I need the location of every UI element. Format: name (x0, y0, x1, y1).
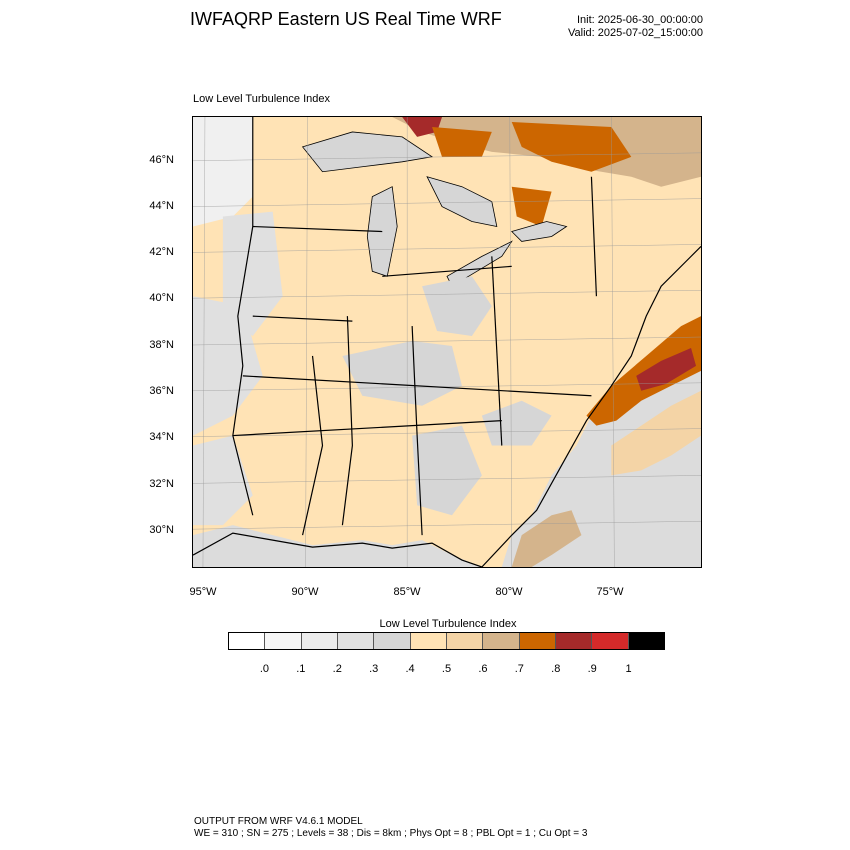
colorbar-tick-label: 1 (625, 663, 632, 675)
colorbar-tick-label: .9 (587, 663, 597, 675)
model-info: OUTPUT FROM WRF V4.6.1 MODEL WE = 310 ; … (194, 816, 587, 840)
lon-label: 80°W (495, 586, 523, 598)
lat-label: 34°N (149, 431, 174, 443)
plot-title: IWFAQRP Eastern US Real Time WRF (190, 9, 502, 29)
turbulence-band-peak (636, 347, 697, 391)
canada-high-area-2 (511, 121, 632, 172)
lat-label: 30°N (149, 524, 174, 536)
colorbar-tick-label: .5 (441, 663, 452, 675)
colorbar-tick-label: .1 (296, 663, 306, 675)
northwest-low-area (193, 117, 253, 227)
colorbar-tick-label: .2 (332, 663, 342, 675)
colorbar-swatch (483, 633, 520, 649)
lat-label: 32°N (149, 478, 174, 490)
graticule (193, 117, 701, 567)
model-config: WE = 310 ; SN = 275 ; Levels = 38 ; Dis … (194, 828, 588, 839)
ohio-low-area (422, 276, 492, 337)
canada-peak-area (402, 117, 443, 137)
colorbar-tick-label: .8 (551, 663, 561, 675)
colorbar-tick-label: .3 (369, 663, 379, 675)
colorbar-swatch (555, 633, 593, 649)
lon-label: 85°W (393, 586, 421, 598)
run-time-info: Init: 2025-06-30_00:00:00 Valid: 2025-07… (540, 14, 703, 40)
map-panel (192, 116, 702, 568)
lat-label: 44°N (149, 200, 174, 212)
colorbar-swatch (374, 633, 411, 649)
lake-huron (426, 176, 498, 228)
iowa-low-area (222, 211, 283, 337)
lat-label: 46°N (149, 154, 174, 166)
alabama-georgia-low-area (412, 425, 482, 516)
colorbar-tick-label: .7 (514, 663, 524, 675)
atlantic-ocean (501, 355, 701, 567)
lat-label: 40°N (149, 292, 174, 304)
lon-label: 75°W (596, 586, 624, 598)
turbulence-band-high (586, 316, 701, 426)
lake-superior (301, 131, 434, 173)
kentucky-low-area (342, 341, 462, 406)
colorbar-swatch (301, 633, 338, 649)
field-label: Low Level Turbulence Index (193, 93, 330, 105)
turbulence-map (193, 117, 701, 567)
colorbar-swatch (628, 633, 664, 649)
colorbar-tick-label: .4 (405, 663, 415, 675)
missouri-low-area (193, 296, 263, 436)
colorbar-swatch (337, 633, 375, 649)
gulf-of-mexico (193, 525, 482, 567)
lon-label: 90°W (291, 586, 319, 598)
lon-label: 95°W (189, 586, 217, 598)
colorbar-swatch (519, 633, 556, 649)
carolina-low-area (481, 400, 552, 446)
colorbar-swatch (265, 633, 302, 649)
colorbar (228, 632, 665, 650)
model-version: OUTPUT FROM WRF V4.6.1 MODEL (194, 816, 363, 827)
lat-label: 36°N (149, 385, 174, 397)
lat-label: 42°N (149, 246, 174, 258)
state-borders (193, 117, 701, 567)
canada-high-area (432, 126, 492, 157)
turbulence-band-moderate (611, 390, 701, 476)
lat-label: 38°N (149, 339, 174, 351)
ontario-high-area (511, 186, 552, 227)
colorbar-swatch (446, 633, 484, 649)
colorbar-tick-label: .6 (478, 663, 488, 675)
lake-ontario (510, 221, 568, 242)
colorbar-title: Low Level Turbulence Index (379, 618, 517, 630)
init-time: Init: 2025-06-30_00:00:00 (577, 14, 703, 26)
turbulence-band-coastal (511, 510, 582, 567)
colorbar-tick-label: .0 (259, 663, 269, 675)
valid-time: Valid: 2025-07-02_15:00:00 (568, 27, 703, 39)
colorbar-swatch (410, 633, 447, 649)
louisiana-low-area (193, 435, 253, 526)
colorbar-swatch (592, 633, 629, 649)
colorbar-swatch (229, 633, 266, 649)
